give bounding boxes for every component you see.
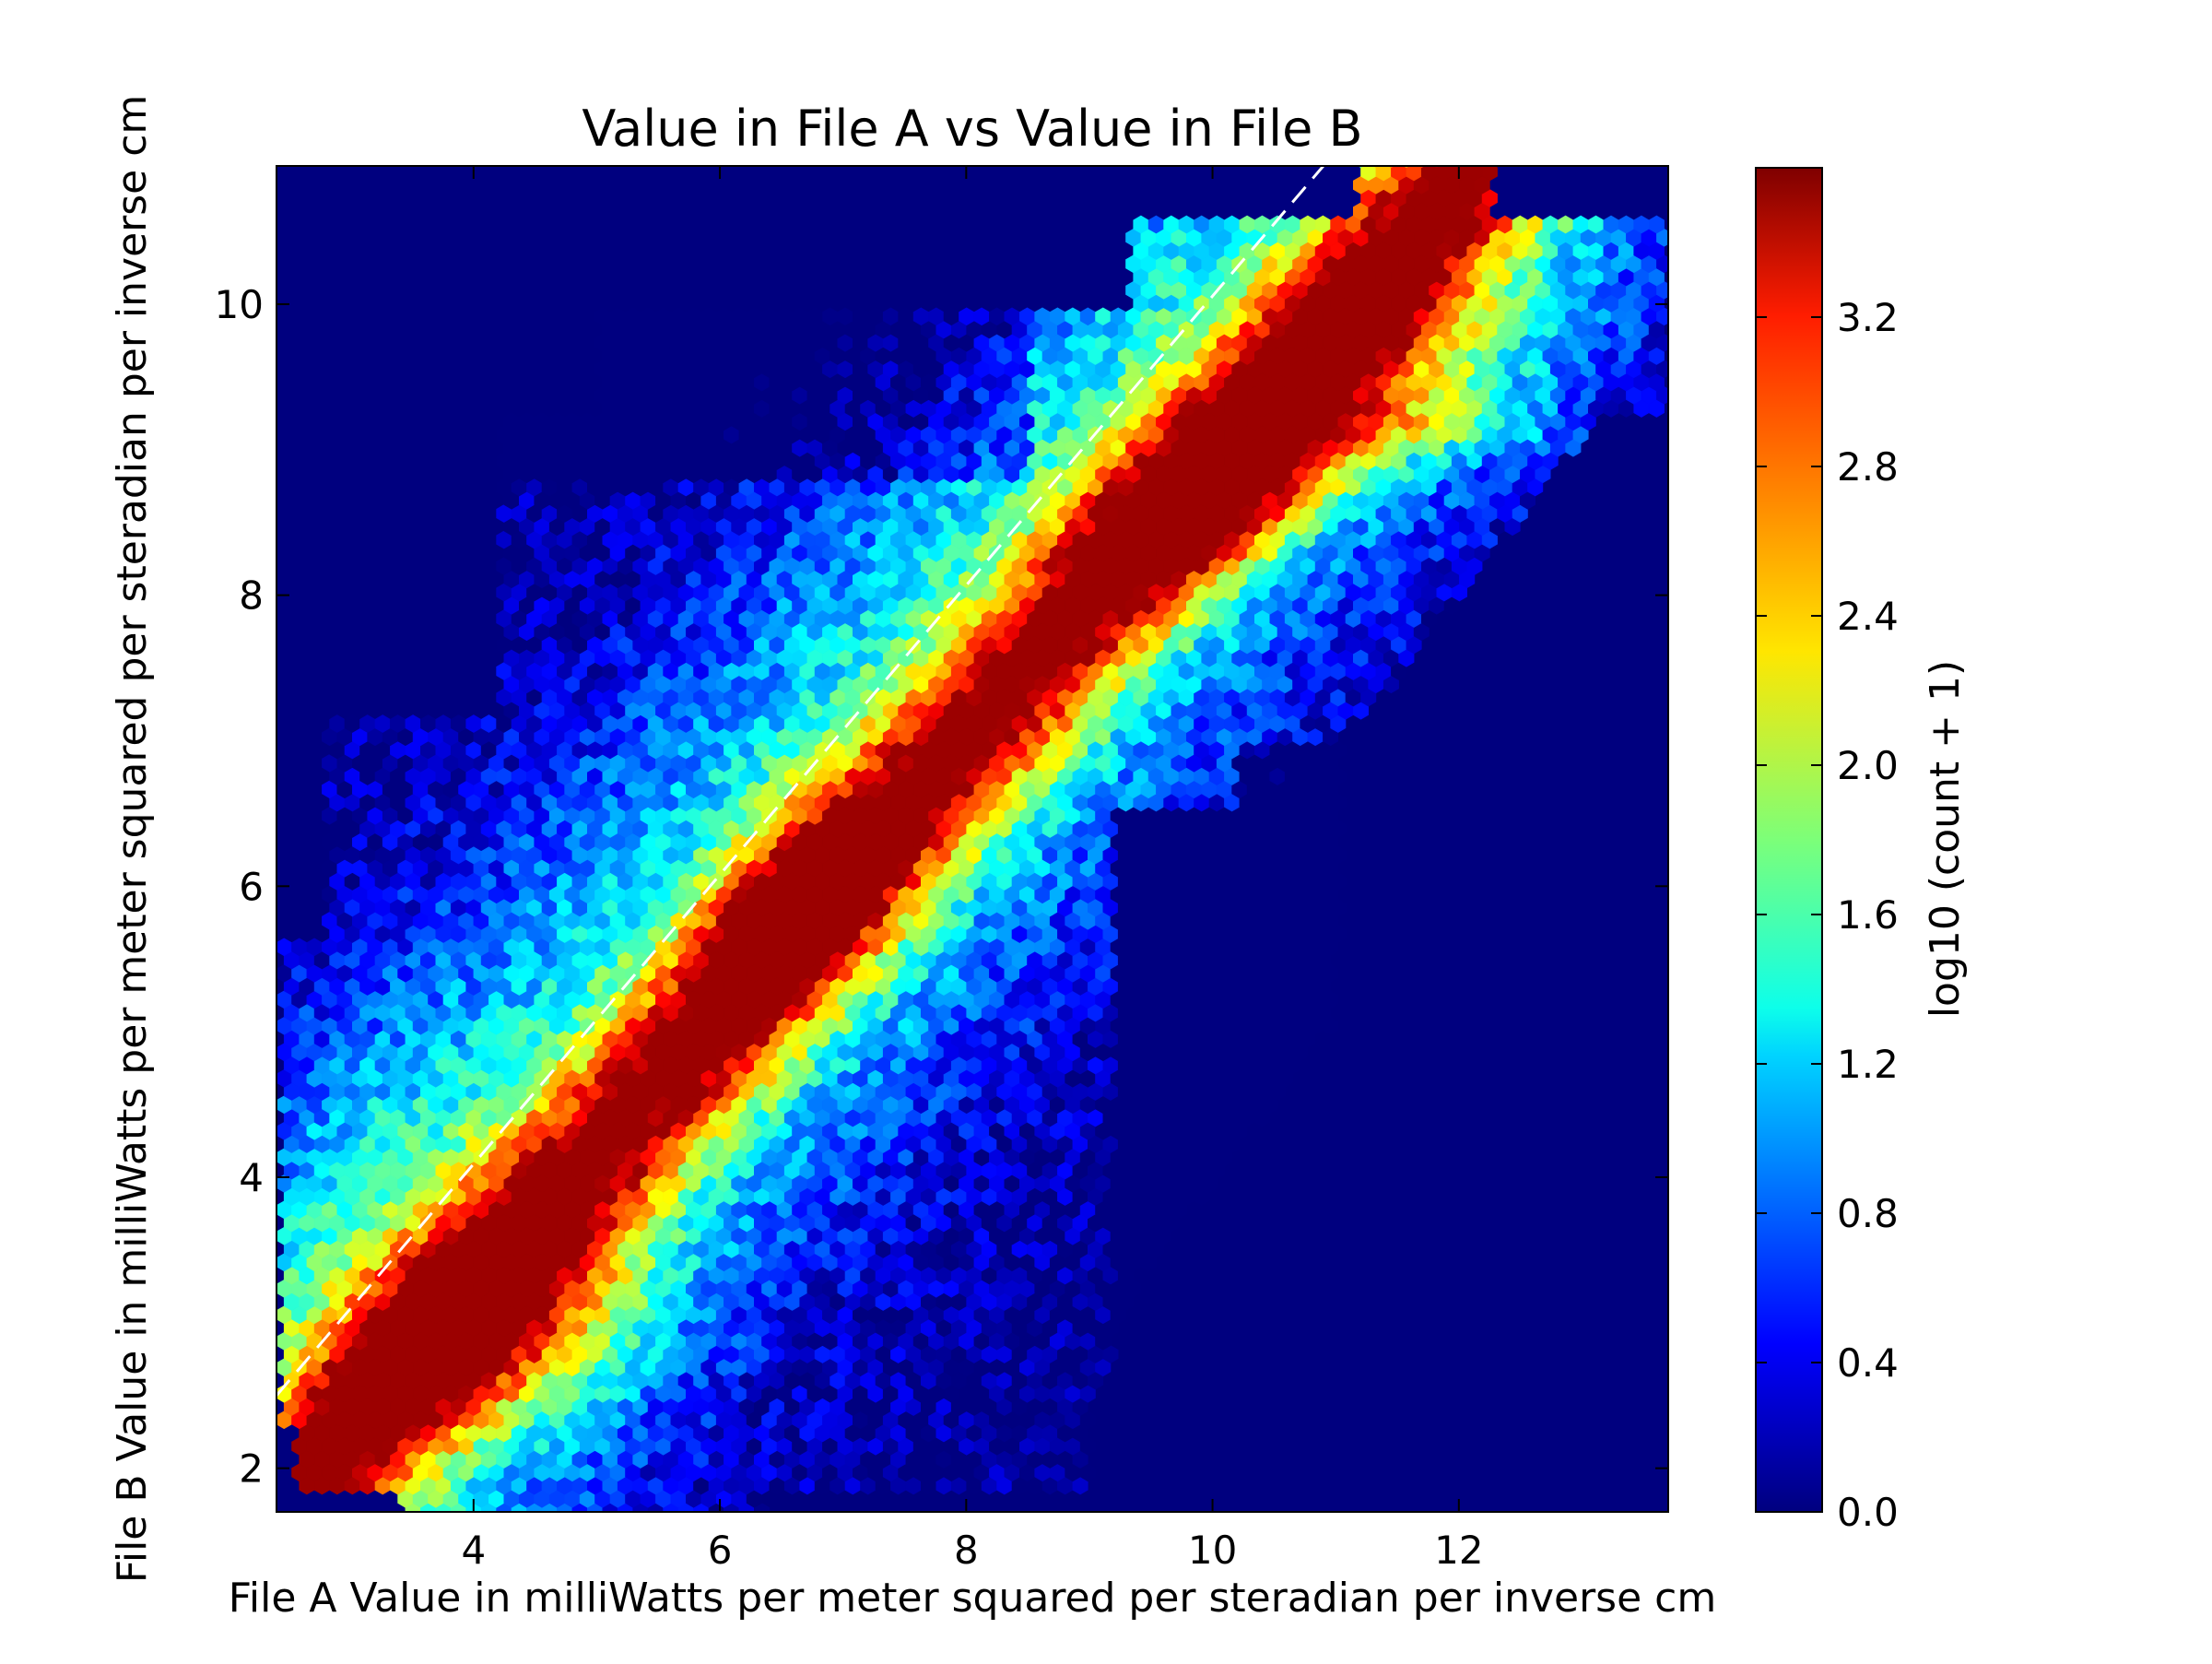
hexbin-cells	[276, 166, 1668, 1512]
chart-title: Value in File A vs Value in File B	[582, 100, 1362, 158]
